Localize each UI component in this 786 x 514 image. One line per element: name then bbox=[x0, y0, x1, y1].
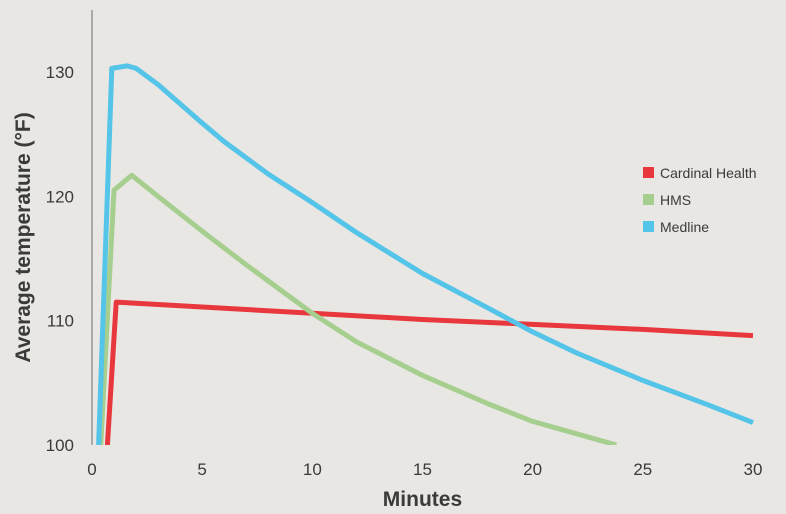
y-tick-label: 130 bbox=[46, 63, 74, 82]
series-line-cardinal-health bbox=[104, 299, 754, 445]
x-tick-label: 30 bbox=[744, 460, 763, 479]
y-tick-label: 100 bbox=[46, 436, 74, 455]
x-tick-label: 10 bbox=[303, 460, 322, 479]
x-tick-label: 20 bbox=[523, 460, 542, 479]
legend-swatch bbox=[643, 194, 654, 205]
legend: Cardinal Health HMS Medline bbox=[643, 165, 757, 235]
y-axis-title: Average temperature (°F) bbox=[12, 112, 35, 362]
x-tick-label: 5 bbox=[197, 460, 206, 479]
x-tick-label: 15 bbox=[413, 460, 432, 479]
series-line-hms bbox=[98, 172, 618, 445]
y-tick-label: 110 bbox=[47, 312, 74, 331]
legend-swatch bbox=[643, 221, 654, 232]
legend-swatch bbox=[643, 167, 654, 178]
x-tick-label: 25 bbox=[633, 460, 652, 479]
legend-label: Medline bbox=[660, 219, 709, 235]
legend-label: HMS bbox=[660, 192, 691, 208]
x-axis-title: Minutes bbox=[383, 488, 462, 511]
x-tick-label: 0 bbox=[87, 460, 96, 479]
y-tick-label: 120 bbox=[46, 187, 74, 206]
y-axis-ticks: 100 110 120 130 bbox=[46, 63, 74, 455]
x-axis-ticks: 0 5 10 15 20 25 30 bbox=[87, 460, 762, 479]
series-group bbox=[96, 63, 754, 445]
series-line-medline bbox=[96, 63, 754, 445]
legend-label: Cardinal Health bbox=[660, 165, 757, 181]
